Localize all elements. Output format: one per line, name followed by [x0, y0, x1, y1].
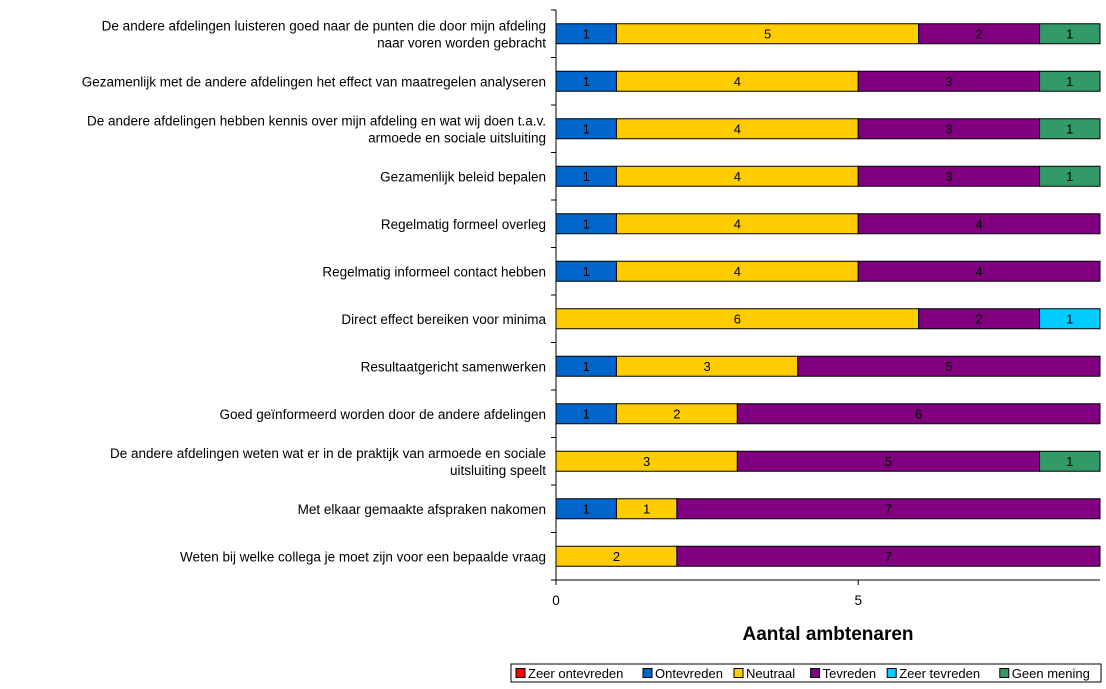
- data-label: 3: [643, 454, 650, 469]
- x-tick-label: 0: [552, 593, 560, 608]
- category-label: armoede en sociale uitsluiting: [368, 130, 546, 145]
- legend-swatch: [642, 668, 653, 678]
- category-label: De andere afdelingen weten wat er in de …: [110, 446, 546, 461]
- category-label: Met elkaar gemaakte afspraken nakomen: [298, 502, 546, 517]
- bar-segment: [1039, 165, 1101, 187]
- bar-segment: [736, 403, 1101, 425]
- data-label: 1: [583, 406, 590, 421]
- data-label: 1: [1066, 121, 1073, 136]
- category-label: Regelmatig formeel overleg: [381, 217, 546, 232]
- data-label: 4: [734, 121, 741, 136]
- data-label: 1: [583, 359, 590, 374]
- legend-swatch: [515, 668, 526, 678]
- data-label: 2: [975, 26, 982, 41]
- bar-segment: [676, 545, 1101, 567]
- data-label: 2: [613, 549, 620, 564]
- data-label: 1: [643, 501, 650, 516]
- data-label: 7: [885, 549, 892, 564]
- data-label: 2: [975, 311, 982, 326]
- data-label: 1: [1066, 454, 1073, 469]
- data-label: 3: [945, 121, 952, 136]
- legend-swatch: [733, 668, 744, 678]
- category-label: De andere afdelingen hebben kennis over …: [87, 113, 546, 128]
- legend-label: Tevreden: [823, 666, 876, 681]
- data-label: 1: [583, 264, 590, 279]
- data-label: 4: [734, 216, 741, 231]
- legend-swatch: [886, 668, 897, 678]
- bar-segment: [1039, 450, 1101, 472]
- data-label: 4: [975, 264, 982, 279]
- x-axis-title: Aantal ambtenaren: [742, 624, 913, 645]
- data-label: 1: [1066, 26, 1073, 41]
- data-label: 4: [734, 74, 741, 89]
- data-label: 2: [673, 406, 680, 421]
- category-label: Goed geïnformeerd worden door de andere …: [220, 407, 546, 422]
- data-label: 1: [1066, 169, 1073, 184]
- legend-swatch: [999, 668, 1010, 678]
- category-label: De andere afdelingen luisteren goed naar…: [102, 18, 546, 33]
- data-label: 1: [583, 121, 590, 136]
- bar-segment: [857, 260, 1101, 282]
- data-label: 4: [975, 216, 982, 231]
- data-label: 3: [945, 74, 952, 89]
- legend-label: Zeer tevreden: [899, 666, 980, 681]
- legend-box: [510, 663, 1102, 683]
- legend-label: Zeer ontevreden: [528, 666, 623, 681]
- data-label: 4: [734, 264, 741, 279]
- data-label: 1: [583, 169, 590, 184]
- data-label: 5: [764, 26, 771, 41]
- category-label: Weten bij welke collega je moet zijn voo…: [180, 549, 546, 564]
- data-label: 1: [1066, 74, 1073, 89]
- legend-label: Ontevreden: [655, 666, 723, 681]
- legend-swatch: [810, 668, 821, 678]
- data-label: 5: [945, 359, 952, 374]
- category-label: Resultaatgericht samenwerken: [361, 359, 546, 374]
- legend-label: Geen mening: [1012, 666, 1090, 681]
- bar-segment: [1039, 70, 1101, 92]
- category-label: Regelmatig informeel contact hebben: [322, 264, 546, 279]
- bar-segment: [797, 355, 1101, 377]
- data-label: 7: [885, 501, 892, 516]
- data-label: 6: [734, 311, 741, 326]
- data-label: 1: [583, 501, 590, 516]
- bar-segment: [676, 498, 1101, 520]
- category-label: naar voren worden gebracht: [377, 35, 546, 50]
- bar-segment: [1039, 118, 1101, 140]
- data-label: 3: [945, 169, 952, 184]
- bar-segment: [857, 213, 1101, 235]
- x-tick-label: 5: [854, 593, 862, 608]
- category-label: uitsluiting speelt: [450, 463, 546, 478]
- data-label: 4: [734, 169, 741, 184]
- category-label: Gezamenlijk beleid bepalen: [380, 169, 546, 184]
- category-label: Gezamenlijk met de andere afdelingen het…: [82, 74, 546, 89]
- bar-segment: [1039, 308, 1101, 330]
- data-label: 3: [703, 359, 710, 374]
- data-label: 1: [1066, 311, 1073, 326]
- category-label: Direct effect bereiken voor minima: [341, 312, 546, 327]
- data-label: 1: [583, 74, 590, 89]
- legend-label: Neutraal: [746, 666, 795, 681]
- data-label: 1: [583, 26, 590, 41]
- data-label: 1: [583, 216, 590, 231]
- data-label: 6: [915, 406, 922, 421]
- data-label: 5: [885, 454, 892, 469]
- bar-segment: [1039, 23, 1101, 45]
